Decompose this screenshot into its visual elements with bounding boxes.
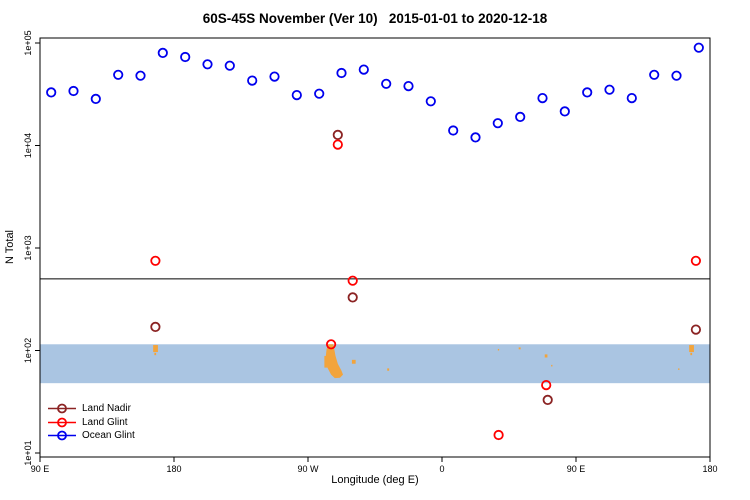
data-point bbox=[224, 60, 235, 71]
data-point bbox=[582, 87, 593, 98]
land-nz-south-wrapped bbox=[689, 345, 694, 353]
legend-marker-land-nadir bbox=[48, 403, 76, 414]
x-tick-label: 0 bbox=[439, 464, 444, 474]
data-point bbox=[135, 70, 146, 81]
data-point bbox=[493, 429, 504, 441]
data-point bbox=[202, 59, 213, 70]
legend-label-ocean-glint: Ocean Glint bbox=[82, 430, 135, 442]
y-tick-label: 1e+03 bbox=[23, 235, 33, 260]
data-point bbox=[671, 70, 682, 81]
legend-item-ocean-glint: Ocean Glint bbox=[47, 429, 135, 443]
chart-title: 60S-45S November (Ver 10) 2015-01-01 to … bbox=[202, 11, 548, 26]
data-point bbox=[332, 139, 343, 150]
y-tick-label: 1e+01 bbox=[23, 440, 33, 465]
data-point bbox=[150, 321, 161, 332]
data-point bbox=[541, 379, 552, 391]
data-point bbox=[542, 394, 553, 405]
land-heard bbox=[551, 364, 553, 367]
x-tick-label: 90 E bbox=[567, 464, 586, 474]
data-point bbox=[90, 93, 101, 105]
series-land-nadir bbox=[150, 129, 702, 405]
data-point bbox=[381, 78, 392, 89]
land-nz-stewart bbox=[154, 352, 157, 356]
data-point bbox=[291, 90, 302, 101]
data-point bbox=[336, 67, 347, 79]
data-point bbox=[314, 88, 325, 99]
data-point bbox=[358, 64, 369, 75]
legend-marker-ocean-glint bbox=[48, 430, 76, 441]
land-falklands bbox=[351, 359, 356, 364]
land-south-georgia bbox=[387, 368, 390, 371]
data-point bbox=[68, 85, 79, 97]
data-point bbox=[626, 93, 637, 104]
data-point bbox=[325, 339, 337, 350]
data-point bbox=[425, 96, 436, 107]
data-point bbox=[150, 255, 161, 266]
data-point bbox=[347, 275, 358, 286]
legend-label-land-glint: Land Glint bbox=[82, 416, 128, 428]
data-point bbox=[515, 111, 526, 123]
legend-marker-land-glint bbox=[48, 417, 76, 428]
y-tick-label: 1e+05 bbox=[23, 30, 33, 55]
land-kerguelen bbox=[544, 354, 548, 358]
data-point bbox=[332, 129, 343, 140]
land-macquarie bbox=[678, 368, 680, 370]
data-point bbox=[113, 69, 124, 80]
land-patagonia bbox=[325, 344, 343, 379]
data-point bbox=[46, 87, 57, 98]
legend-label-land-nadir: Land Nadir bbox=[82, 403, 131, 415]
legend-item-land-glint: Land Glint bbox=[47, 416, 135, 430]
y-axis: 1e+01 1e+02 1e+03 1e+04 1e+05 bbox=[23, 30, 40, 466]
data-point bbox=[690, 324, 702, 335]
data-point bbox=[693, 42, 704, 53]
data-point bbox=[492, 118, 503, 129]
data-point bbox=[247, 75, 258, 86]
land-crozet bbox=[518, 347, 521, 350]
data-point bbox=[448, 125, 459, 136]
land-prince-edward bbox=[497, 348, 500, 351]
x-tick-label: 90 E bbox=[31, 464, 50, 474]
data-point bbox=[604, 84, 615, 95]
land-nz-stewart-wrapped bbox=[690, 352, 693, 356]
data-point bbox=[690, 255, 702, 266]
plot-border bbox=[39, 37, 711, 458]
data-point bbox=[403, 81, 414, 92]
data-point bbox=[157, 47, 168, 59]
x-tick-label: 90 W bbox=[297, 464, 319, 474]
data-point bbox=[347, 292, 358, 303]
data-point bbox=[649, 69, 660, 80]
x-axis: 90 E 180 90 W 0 90 E 180 bbox=[31, 457, 718, 474]
y-tick-label: 1e+02 bbox=[23, 338, 33, 363]
data-point bbox=[537, 93, 548, 104]
y-tick-label: 1e+04 bbox=[23, 133, 33, 158]
legend: Land Nadir Land Glint Ocean Glint bbox=[47, 402, 135, 443]
data-point bbox=[470, 132, 481, 143]
legend-item-land-nadir: Land Nadir bbox=[47, 402, 135, 416]
x-tick-label: 180 bbox=[166, 464, 181, 474]
data-point bbox=[180, 51, 191, 63]
x-tick-label: 180 bbox=[702, 464, 717, 474]
map-band bbox=[40, 344, 710, 384]
data-point bbox=[559, 106, 570, 117]
series-ocean-glint bbox=[46, 42, 704, 143]
data-point bbox=[269, 71, 280, 82]
series-land-glint bbox=[150, 139, 702, 441]
y-axis-label: N Total bbox=[4, 229, 16, 265]
land-chile-fjords bbox=[324, 355, 328, 368]
x-axis-label: Longitude (deg E) bbox=[331, 474, 419, 486]
land-nz-south bbox=[153, 345, 158, 353]
